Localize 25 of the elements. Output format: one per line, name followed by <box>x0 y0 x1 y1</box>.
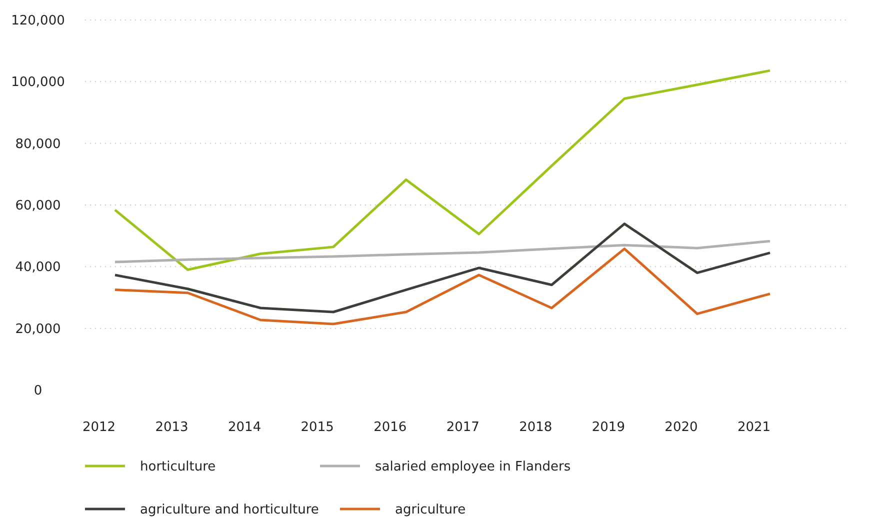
x-tick-label: 2013 <box>155 420 188 435</box>
y-tick-label: 80,000 <box>15 136 61 152</box>
x-tick-label: 2012 <box>82 420 116 435</box>
x-tick-label: 2017 <box>446 420 480 435</box>
legend-label: agriculture and horticulture <box>140 502 319 518</box>
line-series <box>114 69 772 271</box>
legend-label: salaried employee in Flanders <box>375 460 571 475</box>
x-tick-label: 2020 <box>664 420 698 435</box>
x-tick-label: 2018 <box>519 420 552 435</box>
y-tick-label: 60,000 <box>15 198 61 214</box>
y-tick-label: 20,000 <box>15 322 61 337</box>
x-tick-label: 2015 <box>300 420 334 435</box>
legend-label: horticulture <box>140 460 216 475</box>
x-tick-label: 2014 <box>228 420 262 435</box>
y-tick-label: 40,000 <box>15 260 61 276</box>
x-tick-label: 2021 <box>737 420 771 435</box>
line-series <box>114 248 772 326</box>
legend-label: agriculture <box>395 502 466 518</box>
x-tick-label: 2019 <box>592 420 625 435</box>
x-tick-label: 2016 <box>374 420 407 435</box>
y-tick-label: 0 <box>34 384 42 399</box>
y-tick-label: 100,000 <box>11 75 65 90</box>
line-series <box>114 222 772 314</box>
line-series <box>114 240 772 264</box>
y-tick-label: 120,000 <box>11 14 65 29</box>
